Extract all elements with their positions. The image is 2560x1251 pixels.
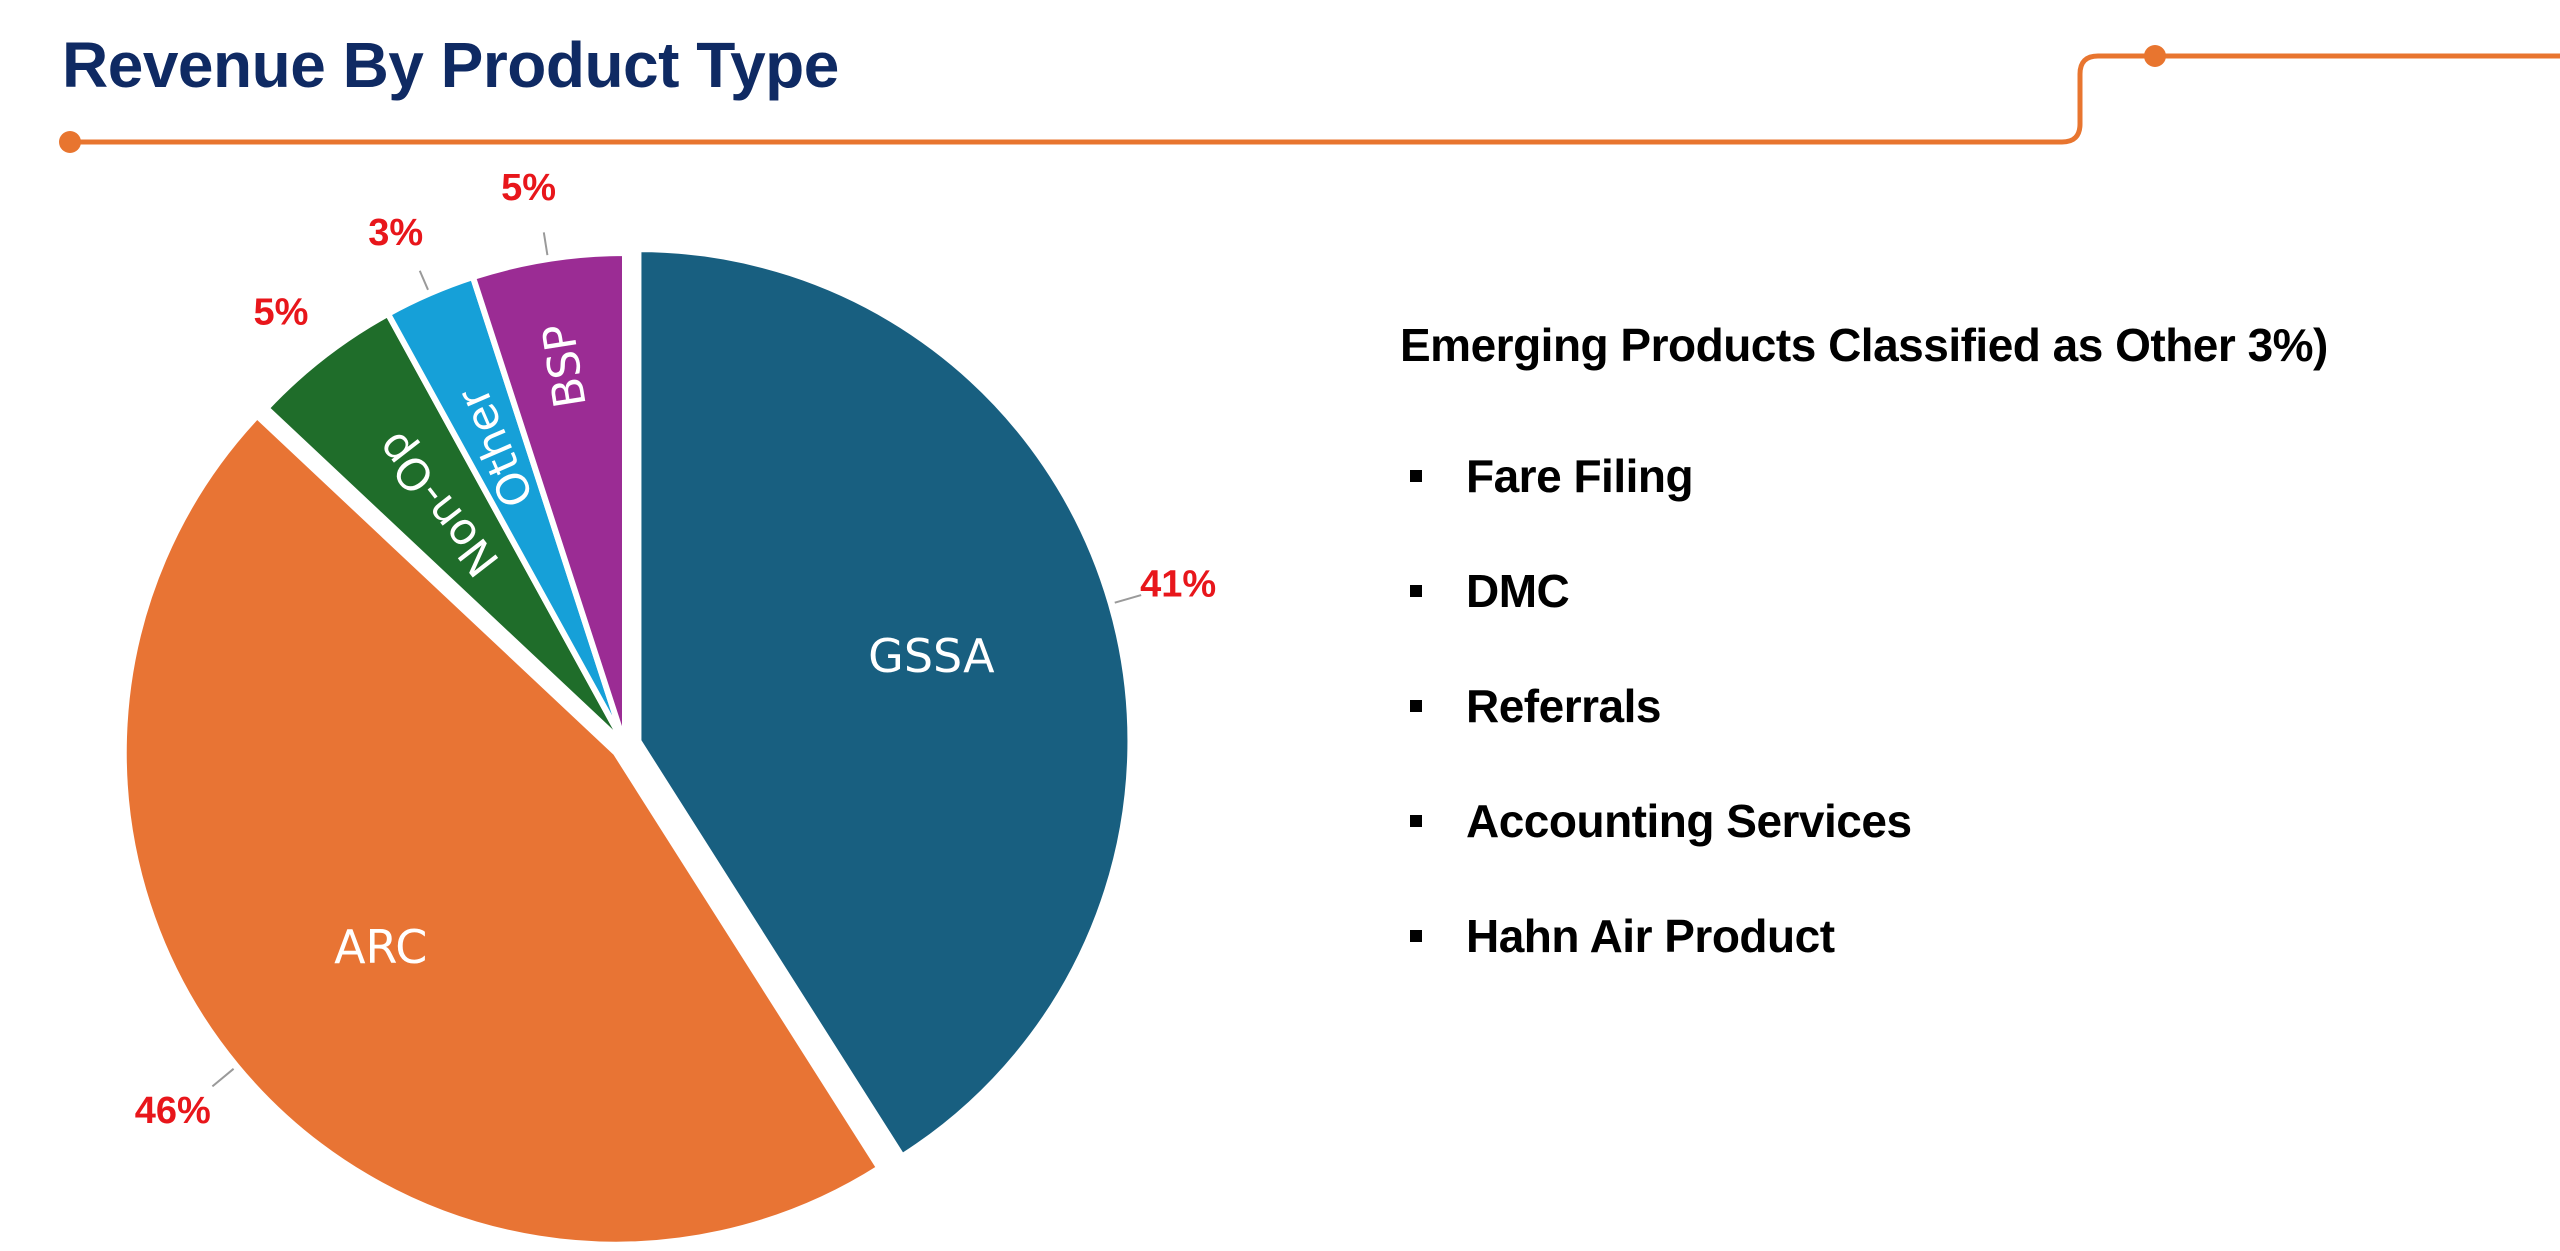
slice-label: GSSA: [868, 629, 995, 683]
bullet-icon: [1410, 814, 1422, 827]
list-item-label: Hahn Air Product: [1466, 909, 1835, 962]
bullet-icon: [1410, 584, 1422, 597]
leader-line: [1114, 594, 1142, 604]
accent-dot-right: [2144, 45, 2166, 67]
accent-dot-left: [59, 131, 81, 153]
leader-line: [418, 270, 429, 291]
list-item: Fare Filing: [1400, 418, 2328, 533]
pie-slice-arc: [120, 412, 883, 1248]
product-list: Fare Filing DMC Referrals Accounting Ser…: [1400, 418, 2328, 993]
header-accent-line: [59, 45, 2560, 153]
list-item: Referrals: [1400, 648, 2328, 763]
pie-slice-bsp: [469, 250, 628, 748]
pie-slice-gssa: [635, 246, 1134, 1160]
list-item-label: DMC: [1466, 564, 1570, 617]
list-item: Hahn Air Product: [1400, 878, 2328, 993]
list-item-label: Fare Filing: [1466, 449, 1694, 502]
list-item-label: Accounting Services: [1466, 794, 1912, 847]
percent-label: 5%: [253, 292, 308, 334]
side-heading: Emerging Products Classified as Other 3%…: [1400, 319, 2328, 371]
bullet-icon: [1410, 929, 1422, 942]
leader-line: [211, 1068, 235, 1088]
page-title: Revenue By Product Type: [62, 29, 839, 101]
percent-label: 46%: [135, 1090, 211, 1132]
bullet-icon: [1410, 469, 1422, 482]
percent-label: 41%: [1140, 563, 1216, 605]
leader-line: [542, 232, 549, 256]
slice-label: ARC: [334, 920, 427, 974]
bullet-icon: [1410, 699, 1422, 712]
list-item: Accounting Services: [1400, 763, 2328, 878]
list-item-label: Referrals: [1466, 679, 1661, 732]
list-item: DMC: [1400, 533, 2328, 648]
percent-label: 3%: [368, 212, 423, 254]
side-panel: Emerging Products Classified as Other 3%…: [1400, 318, 2328, 993]
percent-label: 5%: [501, 167, 556, 209]
